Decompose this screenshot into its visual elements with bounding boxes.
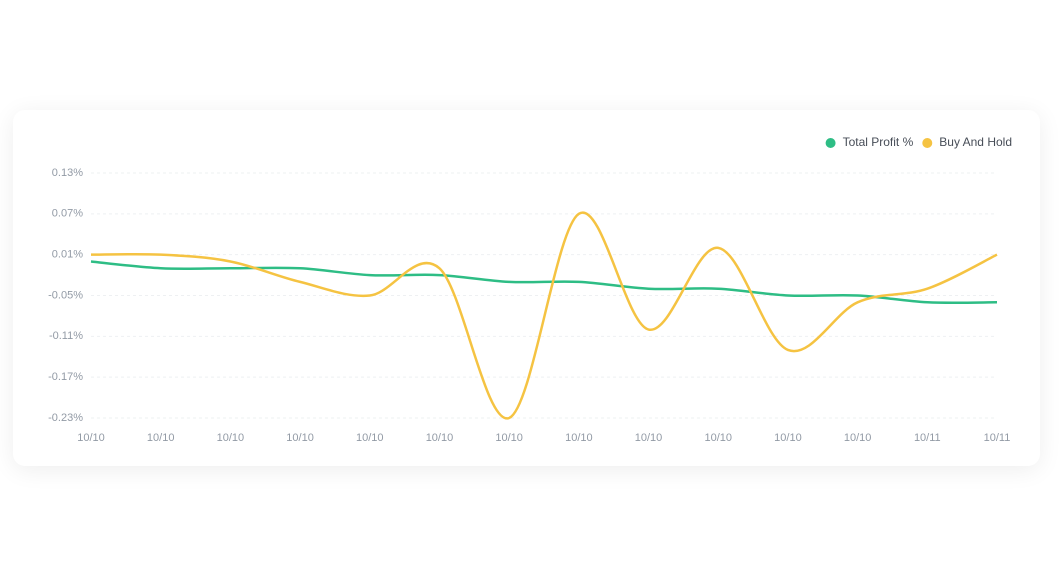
- legend-label: Buy And Hold: [939, 135, 1012, 149]
- x-tick-label: 10/10: [844, 432, 872, 444]
- x-tick-label: 10/11: [984, 432, 1011, 444]
- y-tick-label: -0.17%: [48, 371, 83, 383]
- series-line: [90, 260, 998, 305]
- series-line: [90, 211, 998, 420]
- x-tick-label: 10/10: [286, 432, 314, 444]
- x-tick-label: 10/10: [77, 432, 105, 444]
- x-tick-label: 10/10: [147, 432, 175, 444]
- x-tick-label: 10/10: [704, 432, 732, 444]
- x-tick-label: 10/10: [565, 432, 593, 444]
- y-tick-label: 0.07%: [52, 208, 83, 220]
- legend-marker: [922, 138, 933, 148]
- x-tick-label: 10/10: [426, 432, 454, 444]
- x-tick-label: 10/10: [774, 432, 802, 444]
- y-tick-label: 0.13%: [52, 167, 83, 179]
- y-tick-label: -0.05%: [48, 289, 83, 301]
- x-tick-label: 10/10: [217, 432, 245, 444]
- legend-label: Total Profit %: [843, 135, 914, 149]
- legend-marker: [825, 138, 836, 148]
- y-tick-label: 0.01%: [52, 249, 83, 261]
- x-tick-label: 10/10: [356, 432, 384, 444]
- chart-card: [13, 110, 1040, 466]
- y-tick-label: -0.11%: [49, 330, 83, 342]
- x-tick-label: 10/11: [914, 432, 941, 444]
- x-tick-label: 10/10: [495, 432, 523, 444]
- x-tick-label: 10/10: [635, 432, 663, 444]
- y-tick-label: -0.23%: [48, 412, 83, 424]
